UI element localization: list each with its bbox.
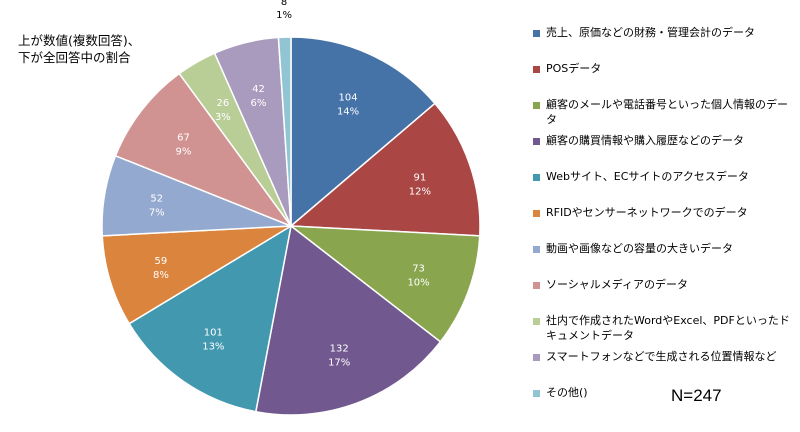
legend-item: Webサイト、ECサイトのアクセスデータ [533, 169, 795, 184]
legend-label: RFIDやセンサーネットワークでのデータ [546, 206, 748, 219]
pie-slice [101, 225, 292, 325]
note-line-2: 下が全回答中の割合 [18, 50, 131, 65]
pie-slice [128, 224, 293, 413]
legend-label: ソーシャルメディアのデータ [546, 278, 689, 291]
legend-item: 社内で作成されたWordやExcel、PDFといったドキュメントデータ [533, 313, 795, 343]
legend-item: 動画や画像などの容量の大きいデータ [533, 241, 795, 256]
slice-value-label: 91 [414, 172, 427, 183]
legend-swatch [533, 210, 540, 217]
legend-label: 社内で作成されたWordやExcel、PDFといったドキュメントデータ [546, 314, 790, 342]
legend-label: 顧客の購買情報や購入履歴などのデータ [546, 134, 744, 147]
slice-percent-label: 8% [153, 270, 169, 281]
legend-swatch [533, 66, 540, 73]
legend-label: 動画や画像などの容量の大きいデータ [546, 242, 733, 255]
slice-value-label: 52 [150, 194, 163, 205]
slice-percent-label: 13% [202, 342, 224, 353]
legend-swatch [533, 174, 540, 181]
slice-percent-label: 6% [251, 98, 267, 109]
legend-item: スマートフォンなどで生成される位置情報など [533, 349, 795, 364]
slice-value-label: 67 [177, 133, 190, 144]
slice-value-label: 132 [330, 343, 349, 354]
legend-item: 売上、原価などの財務・管理会計のデータ [533, 25, 795, 40]
legend-swatch [533, 246, 540, 253]
legend-label: 顧客のメールや電話番号といった個人情報のデータ [546, 98, 788, 126]
legend-label: POSデータ [546, 62, 602, 75]
slice-value-label: 26 [217, 98, 230, 109]
pie-slice [289, 102, 481, 237]
slice-percent-label: 1% [276, 10, 292, 21]
legend-item: POSデータ [533, 61, 795, 76]
legend-item: 顧客のメールや電話番号といった個人情報のデータ [533, 97, 795, 127]
slice-percent-label: 14% [337, 106, 359, 117]
pie-slice [277, 36, 292, 227]
slice-value-label: 104 [339, 92, 358, 103]
slice-percent-label: 17% [328, 357, 350, 368]
legend-swatch [533, 354, 540, 361]
pie-slice [288, 225, 481, 343]
slice-percent-label: 9% [176, 147, 192, 158]
legend-swatch [533, 138, 540, 145]
legend-label: その他() [546, 386, 588, 399]
legend-label: スマートフォンなどで生成される位置情報など [546, 350, 777, 363]
total-respondents: N=247 [671, 386, 722, 405]
slice-value-label: 8 [281, 0, 287, 8]
legend-swatch [533, 318, 540, 325]
note-line-1: 上が数値(複数回答)、 [18, 33, 141, 48]
pie-slice [254, 224, 442, 416]
legend-item: ソーシャルメディアのデータ [533, 277, 795, 292]
slice-percent-label: 10% [407, 277, 429, 288]
slice-value-label: 59 [155, 256, 168, 267]
slice-percent-label: 7% [149, 208, 165, 219]
legend-swatch [533, 282, 540, 289]
legend-swatch [533, 102, 540, 109]
legend-item: その他() [533, 385, 795, 400]
slice-value-label: 101 [204, 328, 223, 339]
slice-percent-label: 3% [215, 112, 231, 123]
legend-item: 顧客の購買情報や購入履歴などのデータ [533, 133, 795, 148]
pie-chart: 104 14% 91 12% 73 10% 132 17% 101 13% 59 8% 52 7% 67 9%… [101, 0, 481, 416]
legend-label: 売上、原価などの財務・管理会計のデータ [546, 26, 755, 39]
slice-percent-label: 12% [409, 186, 431, 197]
chart-note: 上が数値(複数回答)、 下が全回答中の割合 [18, 32, 140, 66]
pie-slice [290, 36, 436, 228]
pie-slice [114, 72, 294, 228]
slice-value-label: 73 [412, 263, 425, 274]
slice-value-label: 42 [252, 84, 265, 95]
legend-item: RFIDやセンサーネットワークでのデータ [533, 205, 795, 220]
legend-label: Webサイト、ECサイトのアクセスデータ [546, 170, 749, 183]
legend-swatch [533, 30, 540, 37]
legend-swatch [533, 390, 540, 397]
